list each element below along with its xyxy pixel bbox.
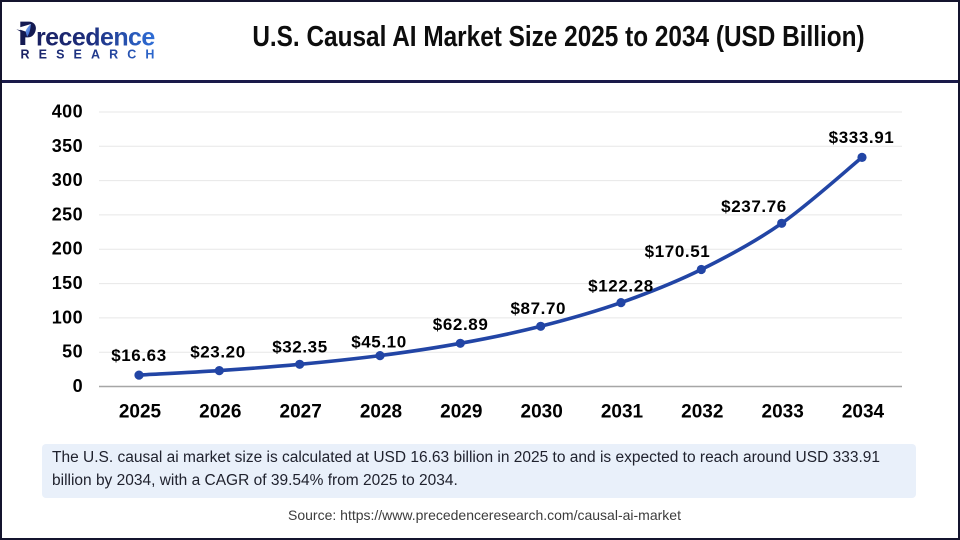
svg-text:2032: 2032	[681, 402, 723, 423]
svg-text:2034: 2034	[842, 402, 885, 423]
svg-text:2027: 2027	[280, 402, 322, 423]
svg-text:100: 100	[52, 307, 83, 327]
svg-text:2025: 2025	[119, 402, 162, 423]
svg-text:2029: 2029	[440, 402, 482, 423]
svg-text:recedence: recedence	[36, 24, 155, 52]
svg-text:$170.51: $170.51	[645, 242, 711, 261]
svg-text:$122.28: $122.28	[588, 277, 654, 296]
svg-text:$237.76: $237.76	[721, 197, 787, 216]
svg-text:150: 150	[52, 273, 83, 293]
svg-text:2028: 2028	[360, 402, 402, 423]
svg-text:$87.70: $87.70	[510, 299, 566, 318]
svg-text:400: 400	[52, 102, 83, 122]
svg-text:RESEARCH: RESEARCH	[21, 48, 164, 62]
svg-text:$62.89: $62.89	[433, 315, 489, 334]
svg-text:2026: 2026	[199, 402, 241, 423]
svg-text:250: 250	[52, 204, 83, 224]
svg-text:2033: 2033	[762, 402, 804, 423]
svg-text:350: 350	[52, 136, 83, 156]
svg-text:$23.20: $23.20	[190, 343, 246, 362]
svg-text:200: 200	[52, 239, 83, 259]
svg-text:2030: 2030	[521, 402, 563, 423]
svg-text:$333.91: $333.91	[829, 128, 895, 147]
svg-text:$32.35: $32.35	[272, 338, 328, 357]
svg-text:50: 50	[62, 342, 83, 362]
svg-text:$45.10: $45.10	[351, 333, 407, 352]
svg-text:300: 300	[52, 170, 83, 190]
svg-text:0: 0	[73, 376, 83, 396]
svg-text:2031: 2031	[601, 402, 644, 423]
svg-text:$16.63: $16.63	[111, 346, 167, 365]
